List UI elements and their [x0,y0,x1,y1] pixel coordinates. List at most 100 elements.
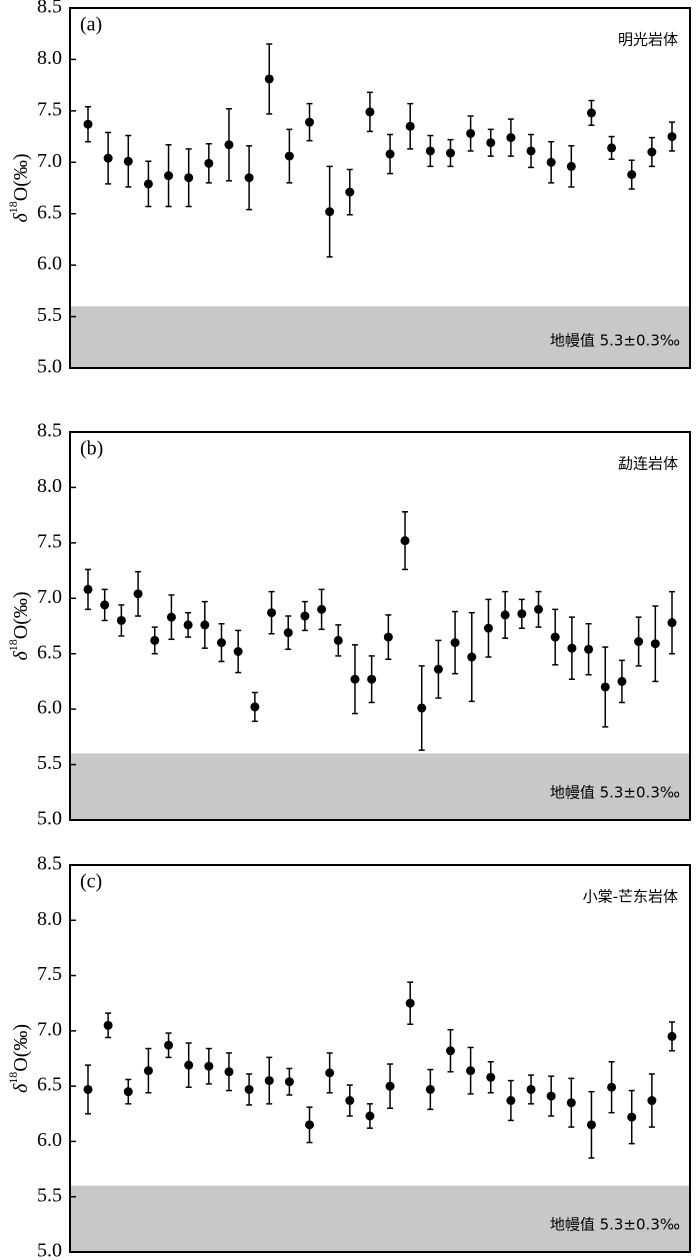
y-tick-label: 5.0 [37,1240,62,1260]
panel-label: (b) [80,438,103,460]
y-tick-label: 8.5 [37,0,62,18]
point [133,589,143,599]
point [183,620,193,630]
point [586,108,596,118]
point [383,632,393,642]
point [267,608,277,618]
y-tick-label: 7.0 [37,586,62,608]
y-tick-label: 8.5 [37,853,62,875]
point [325,207,335,217]
point [586,1120,596,1130]
panel-title: 小棠-芒东岩体 [583,888,678,906]
point [607,1082,617,1092]
point [500,610,510,620]
point [103,1020,113,1030]
point [534,604,544,614]
point [204,1061,214,1071]
point [325,1068,335,1078]
point [600,682,610,692]
point [385,1081,395,1091]
y-tick-label: 8.0 [37,908,62,930]
point [284,151,294,161]
y-tick-label: 6.5 [37,1074,62,1096]
point [634,637,644,647]
point [103,153,113,163]
point [164,171,174,181]
y-tick-label: 8.0 [37,475,62,497]
point [264,74,274,84]
point [150,635,160,645]
point [400,536,410,546]
point [305,1120,315,1130]
plot-frame [69,431,691,821]
y-tick-label: 8.0 [37,47,62,69]
point [244,173,254,183]
point [486,1072,496,1082]
point [224,1067,234,1077]
point [233,646,243,656]
y-axis-label: δ18O(‰) [6,1024,32,1093]
point [517,609,527,619]
y-label-sup: 18 [6,201,20,213]
point [405,998,415,1008]
y-tick-label: 6.0 [37,1129,62,1151]
y-tick-label: 6.5 [37,641,62,663]
panel-label: (a) [80,14,102,36]
point [83,119,93,129]
point [550,632,560,642]
point [244,1084,254,1094]
y-axis-label: δ18O(‰) [6,591,32,660]
mantle-band [70,306,690,368]
point [385,149,395,159]
point [627,170,637,180]
point [445,148,455,158]
point [506,133,516,143]
point [433,664,443,674]
point [317,604,327,614]
point [116,615,126,625]
point [526,146,536,156]
y-label-sup: 18 [6,1072,20,1084]
point [184,173,194,183]
point [584,644,594,654]
point [184,1060,194,1070]
panel-title: 勐连岩体 [618,455,678,473]
point [200,620,210,630]
point [143,1066,153,1076]
y-tick-label: 5.0 [37,808,62,830]
point [367,674,377,684]
point [284,1077,294,1087]
point [224,140,234,150]
y-label-rest: O(‰) [10,1024,32,1072]
y-label-symbol: δ [10,651,32,661]
panel-label: (c) [80,871,102,893]
point [305,117,315,127]
y-tick-label: 6.5 [37,201,62,223]
point [250,702,260,712]
y-label-symbol: δ [10,1083,32,1093]
mantle-band [70,1185,690,1252]
y-tick-label: 7.0 [37,150,62,172]
point [204,158,214,168]
plot-frame [69,864,691,1253]
point [467,652,477,662]
point [365,107,375,117]
point [405,121,415,131]
point [617,676,627,686]
y-tick-label: 6.0 [37,253,62,275]
y-tick-label: 7.5 [37,530,62,552]
point [365,1111,375,1121]
y-tick-label: 5.5 [37,752,62,774]
y-tick-label: 8.5 [37,420,62,442]
point [216,638,226,648]
point [483,623,493,633]
point [283,628,293,638]
y-tick-label: 5.5 [37,304,62,326]
point [345,187,355,197]
point [123,156,133,166]
y-tick-label: 5.0 [37,356,62,378]
point [506,1096,516,1106]
point [650,639,660,649]
y-label-rest: O(‰) [10,591,32,639]
